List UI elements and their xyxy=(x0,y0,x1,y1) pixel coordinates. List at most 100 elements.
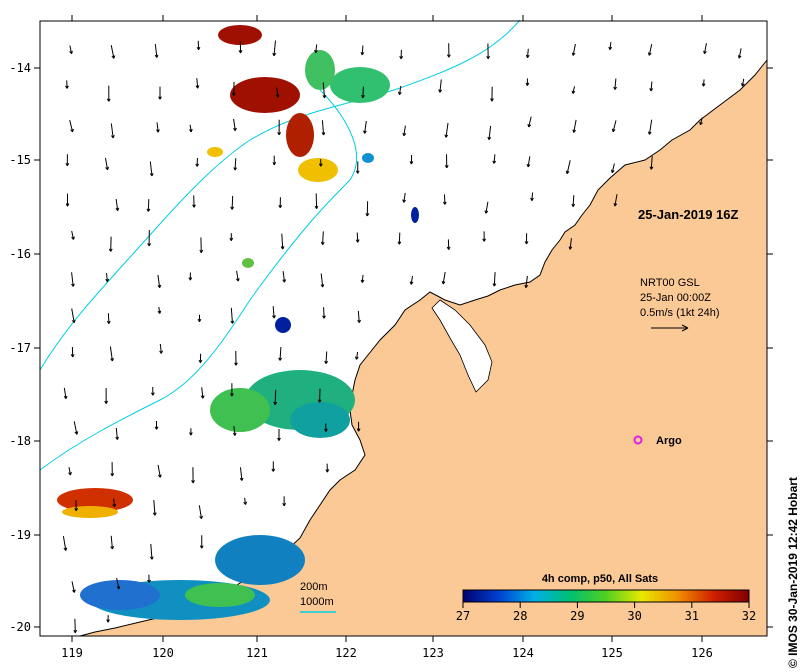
current-arrow xyxy=(243,497,248,505)
current-arrow xyxy=(233,118,237,131)
current-arrow xyxy=(147,574,151,583)
bathymetry-legend: 200m 1000m xyxy=(300,581,336,613)
current-arrow xyxy=(699,117,703,126)
bathymetry-contours xyxy=(39,19,521,471)
current-arrow xyxy=(73,618,78,634)
current-arrow xyxy=(490,86,494,102)
lon-tick-label: 120 xyxy=(152,646,174,660)
current-arrow xyxy=(530,192,534,201)
colorbar: 4h comp, p50, All Sats 27 28 29 30 31 32 xyxy=(456,573,756,623)
current-arrow xyxy=(62,536,68,551)
current-arrow xyxy=(74,499,79,512)
current-arrow xyxy=(196,40,201,51)
current-arrow xyxy=(68,467,72,476)
current-arrow xyxy=(157,464,162,478)
current-arrow xyxy=(110,123,115,139)
current-arrow xyxy=(568,238,573,250)
current-arrow xyxy=(571,43,576,56)
current-arrow xyxy=(314,193,319,209)
current-arrow xyxy=(486,43,491,60)
current-arrow xyxy=(441,271,446,285)
lat-tick-label: -19 xyxy=(9,528,31,542)
current-arrow xyxy=(104,387,109,404)
current-arrow xyxy=(610,163,615,174)
current-arrow xyxy=(108,236,113,252)
current-arrow xyxy=(272,306,276,319)
lon-tick-label: 126 xyxy=(691,646,713,660)
current-arrow xyxy=(278,346,283,361)
current-arrow xyxy=(105,272,110,282)
current-arrow xyxy=(199,535,204,549)
current-arrow xyxy=(524,233,529,245)
current-arrow xyxy=(613,194,618,207)
current-arrow xyxy=(317,388,322,403)
current-arrow xyxy=(195,157,200,167)
current-arrow xyxy=(611,120,617,133)
colorbar-tick-label: 27 xyxy=(456,609,470,623)
current-arrow xyxy=(324,423,328,432)
current-arrow xyxy=(320,231,325,245)
current-arrow xyxy=(487,125,492,140)
longitude-axis: 119 120 121 122 123 124 125 126 xyxy=(61,15,713,660)
current-arrow xyxy=(322,82,327,99)
scale-arrow xyxy=(651,324,689,332)
current-arrow xyxy=(361,86,365,99)
current-arrow xyxy=(197,314,202,323)
current-arrow xyxy=(191,467,195,484)
current-arrow xyxy=(235,270,240,282)
current-arrow xyxy=(200,387,205,399)
current-arrow xyxy=(354,351,359,360)
current-arrow xyxy=(195,78,200,89)
current-arrow xyxy=(230,307,235,324)
bay xyxy=(431,299,493,393)
current-arrow xyxy=(147,229,152,247)
current-arrow xyxy=(324,351,329,364)
current-arrow xyxy=(146,199,151,212)
current-arrow xyxy=(492,154,497,164)
current-arrow xyxy=(409,275,414,285)
current-arrow xyxy=(571,86,576,94)
current-arrow xyxy=(71,581,76,593)
current-arrow xyxy=(402,125,407,137)
latitude-axis: -14 -15 -16 -17 -18 -19 -20 xyxy=(9,61,773,634)
current-arrow xyxy=(65,193,70,207)
current-arrow xyxy=(703,43,707,55)
current-arrow xyxy=(192,195,196,208)
current-arrow xyxy=(199,237,204,253)
current-arrow xyxy=(158,86,162,100)
current-arrow xyxy=(526,156,531,168)
current-arrow xyxy=(275,87,280,98)
current-arrow xyxy=(65,154,70,167)
current-arrow xyxy=(278,197,283,208)
current-arrow xyxy=(150,386,155,396)
current-arrow xyxy=(318,159,323,167)
current-info-line1: NRT00 GSL xyxy=(640,277,700,289)
lat-tick-label: -18 xyxy=(9,434,31,448)
current-arrow xyxy=(112,498,117,508)
current-arrow xyxy=(565,160,571,175)
current-arrow xyxy=(229,233,234,241)
colorbar-ramp xyxy=(462,589,750,603)
current-arrow xyxy=(527,116,532,128)
current-arrow xyxy=(277,119,282,136)
lon-tick-label: 123 xyxy=(422,646,444,660)
current-arrow xyxy=(238,41,243,54)
current-arrow xyxy=(355,232,360,243)
argo-marker: Argo xyxy=(633,435,682,447)
current-arrow xyxy=(525,78,530,86)
current-arrow xyxy=(647,43,653,56)
current-arrow xyxy=(188,124,193,133)
current-arrow xyxy=(71,308,76,324)
current-arrow xyxy=(149,543,154,560)
current-arrow xyxy=(571,195,576,207)
current-arrow xyxy=(198,353,203,363)
current-arrow xyxy=(444,154,449,169)
current-arrow xyxy=(314,44,318,54)
current-arrow xyxy=(525,48,530,58)
timestamp-label: 25-Jan-2019 16Z xyxy=(638,207,739,222)
current-arrow xyxy=(71,272,75,287)
current-arrow xyxy=(357,310,361,323)
lat-tick-label: -17 xyxy=(9,341,31,355)
current-arrow xyxy=(109,346,114,362)
